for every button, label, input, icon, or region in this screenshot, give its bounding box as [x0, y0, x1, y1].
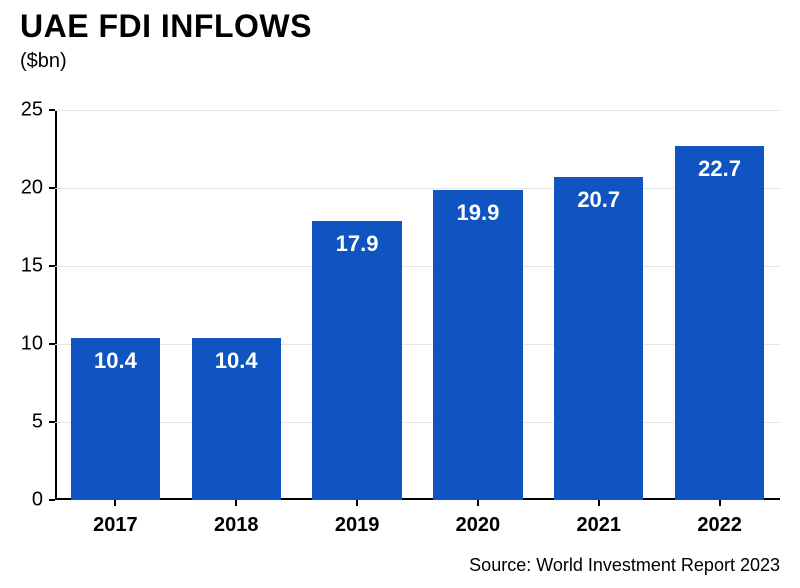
- y-tick-mark: [49, 109, 55, 111]
- gridline: [55, 344, 780, 345]
- y-tick-label: 25: [21, 99, 43, 122]
- x-tick-mark: [719, 500, 721, 506]
- bar-value-label: 19.9: [456, 200, 499, 226]
- bar: 22.7: [675, 146, 764, 500]
- x-tick-label: 2018: [214, 514, 259, 537]
- x-tick-mark: [114, 500, 116, 506]
- y-tick-mark: [49, 265, 55, 267]
- y-tick-label: 10: [21, 333, 43, 356]
- bar-value-label: 22.7: [698, 156, 741, 182]
- y-axis: [55, 110, 57, 500]
- bar: 20.7: [554, 177, 643, 500]
- x-tick-mark: [598, 500, 600, 506]
- chart-subtitle: ($bn): [20, 50, 67, 73]
- bar: 19.9: [433, 190, 522, 500]
- y-tick-mark: [49, 343, 55, 345]
- x-tick-label: 2020: [456, 514, 501, 537]
- bar-value-label: 20.7: [577, 187, 620, 213]
- bar: 10.4: [192, 338, 281, 500]
- y-tick-mark: [49, 499, 55, 501]
- gridline: [55, 110, 780, 111]
- bar: 17.9: [312, 221, 401, 500]
- x-tick-mark: [356, 500, 358, 506]
- chart-container: UAE FDI INFLOWS ($bn) 051015202510.42017…: [0, 0, 800, 588]
- x-axis: [55, 498, 780, 500]
- y-tick-mark: [49, 187, 55, 189]
- x-tick-label: 2017: [93, 514, 138, 537]
- gridline: [55, 188, 780, 189]
- bar-value-label: 10.4: [215, 348, 258, 374]
- x-tick-label: 2022: [697, 514, 742, 537]
- y-tick-label: 15: [21, 255, 43, 278]
- y-tick-mark: [49, 421, 55, 423]
- gridline: [55, 422, 780, 423]
- plot-area: 051015202510.4201710.4201817.9201919.920…: [55, 110, 780, 500]
- x-tick-mark: [477, 500, 479, 506]
- x-tick-label: 2019: [335, 514, 380, 537]
- bar: 10.4: [71, 338, 160, 500]
- y-tick-label: 5: [32, 411, 43, 434]
- bar-value-label: 10.4: [94, 348, 137, 374]
- gridline: [55, 266, 780, 267]
- x-tick-label: 2021: [577, 514, 622, 537]
- bar-value-label: 17.9: [336, 231, 379, 257]
- x-tick-mark: [235, 500, 237, 506]
- y-tick-label: 20: [21, 177, 43, 200]
- y-tick-label: 0: [32, 489, 43, 512]
- chart-title: UAE FDI INFLOWS: [20, 8, 312, 45]
- source-text: Source: World Investment Report 2023: [469, 555, 780, 576]
